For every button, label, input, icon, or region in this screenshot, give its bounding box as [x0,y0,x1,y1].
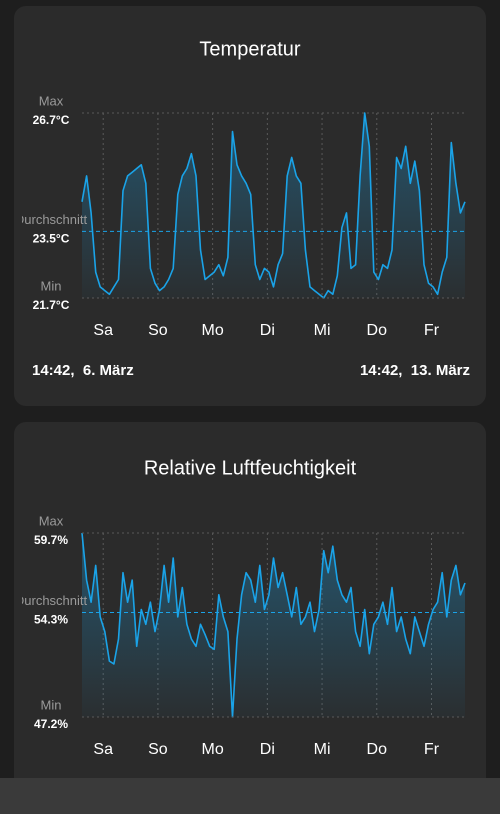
line [81,112,466,299]
reference-value: 54.3% [34,613,68,627]
x-tick-label: Di [260,741,275,758]
x-tick-label: Mi [314,322,331,339]
reference-value: 23.5°C [33,232,70,246]
reference-value: 26.7°C [33,113,70,127]
x-tick-label: Do [367,741,388,758]
reference-name: Max [39,93,64,108]
x-tick-label: Fr [424,741,440,758]
x-tick-label: So [148,741,168,758]
start-date: 14:42, 6. März [32,362,134,379]
bottom-bar [0,778,500,814]
x-tick-label: Mo [202,741,224,758]
x-tick-label: Fr [424,322,440,339]
x-tick-label: Di [260,322,275,339]
line [81,532,466,718]
reference-name: Max [39,513,64,528]
x-tick-label: Do [367,322,388,339]
reference-value: 47.2% [34,717,68,731]
x-tick-label: Mi [314,741,331,758]
reference-name: Min [41,697,62,712]
chart-title: Temperatur [199,38,300,60]
x-tick-label: So [148,322,168,339]
end-date: 14:42, 13. März [360,362,470,379]
reference-value: 59.7% [34,533,68,547]
area [82,533,465,717]
reference-value: 21.7°C [33,298,70,312]
x-tick-label: Sa [93,322,113,339]
chart-title: Relative Luftfeuchtigkeit [144,457,357,479]
reference-name: Durchschnitt [15,593,88,608]
reference-name: Durchschnitt [15,212,88,227]
reference-name: Min [41,278,62,293]
x-tick-label: Mo [202,322,224,339]
x-tick-label: Sa [93,741,113,758]
